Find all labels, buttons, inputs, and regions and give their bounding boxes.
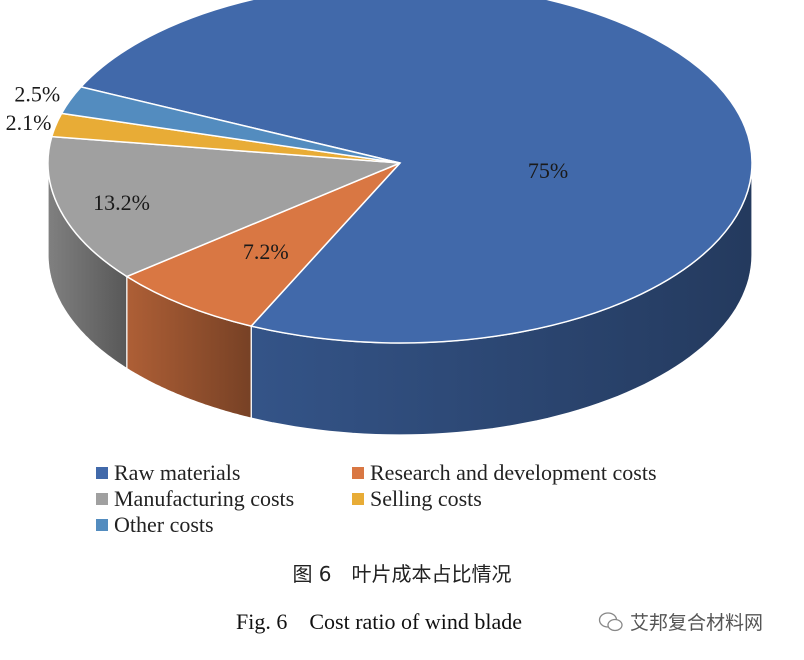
legend-item-rd: Research and development costs bbox=[352, 460, 657, 486]
pie-chart: 75% 7.2% 13.2% 2.1% 2.5% bbox=[6, 0, 753, 436]
legend-swatch bbox=[352, 467, 364, 479]
legend-swatch bbox=[96, 519, 108, 531]
legend-item-selling: Selling costs bbox=[352, 486, 482, 512]
pie-slice-other-costs bbox=[60, 86, 401, 164]
legend-label: Other costs bbox=[114, 512, 214, 537]
data-label: 75% bbox=[528, 158, 568, 183]
wechat-icon bbox=[598, 611, 623, 631]
legend-label: Raw materials bbox=[114, 460, 241, 485]
data-label: 2.5% bbox=[14, 82, 60, 107]
data-label: 2.1% bbox=[6, 110, 52, 135]
legend-swatch bbox=[352, 493, 364, 505]
watermark: 艾邦复合材料网 bbox=[598, 608, 763, 635]
legend-item-raw-materials: Raw materials bbox=[96, 460, 240, 486]
data-label: 7.2% bbox=[243, 239, 289, 264]
legend-label: Research and development costs bbox=[370, 460, 657, 485]
legend-label: Manufacturing costs bbox=[114, 486, 295, 511]
legend-swatch bbox=[96, 467, 108, 479]
legend-item-other: Other costs bbox=[96, 512, 214, 538]
pie-slice-raw-materials bbox=[79, 0, 753, 344]
caption-english: Fig. 6 Cost ratio of wind blade bbox=[236, 609, 522, 634]
data-label: 13.2% bbox=[93, 190, 150, 215]
pie-slice-manufacturing-costs bbox=[47, 135, 401, 278]
legend-label: Selling costs bbox=[370, 486, 482, 511]
legend-swatch bbox=[96, 493, 108, 505]
pie-slice-research-and-development-costs bbox=[125, 162, 401, 327]
legend-item-manufacturing: Manufacturing costs bbox=[96, 486, 294, 512]
caption-chinese: 图 6 叶片成本占比情况 bbox=[292, 562, 512, 586]
watermark-text: 艾邦复合材料网 bbox=[630, 612, 764, 634]
